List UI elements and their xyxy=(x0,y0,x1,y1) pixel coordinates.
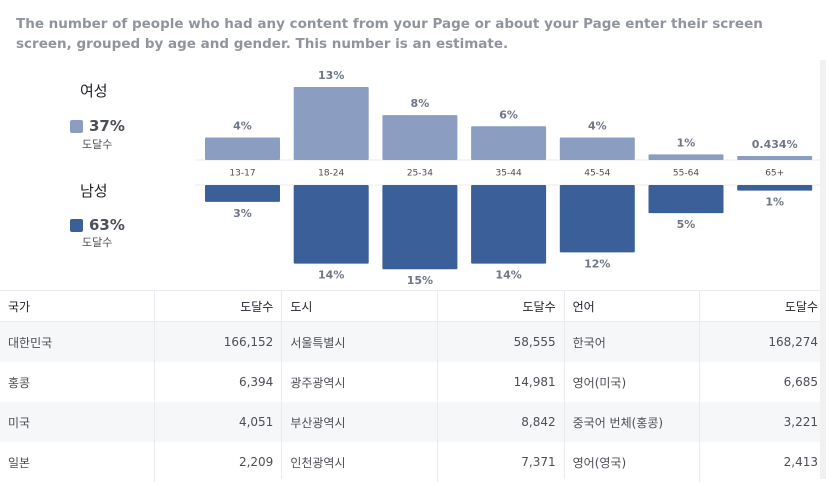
row-name: 일본 xyxy=(8,455,31,470)
male-bar-label-55-64: 5% xyxy=(677,218,696,231)
row-name: 광주광역시 xyxy=(290,375,346,390)
table-row: 홍콩 6,394 xyxy=(0,362,281,402)
row-name: 미국 xyxy=(8,415,31,430)
breakdown-tables: 국가 도달수 대한민국 166,152 홍콩 6,394 미국 4,051 일본… xyxy=(0,290,826,482)
row-value: 168,274 xyxy=(698,322,826,362)
age-label-55-64: 55-64 xyxy=(673,169,699,179)
male-legend-title: 남성 xyxy=(80,182,108,200)
table-row: 일본 2,209 xyxy=(0,442,281,482)
row-name: 홍콩 xyxy=(8,375,31,390)
female-bar-13-17 xyxy=(205,137,280,160)
table-row: 미국 4,051 xyxy=(0,402,282,442)
male-bar-label-45-54: 12% xyxy=(584,257,610,270)
female-bar-18-24 xyxy=(293,87,369,160)
row-value: 2,413 xyxy=(698,442,826,482)
row-name: 영어(미국) xyxy=(572,375,627,390)
row-name: 서울특별시 xyxy=(290,335,346,350)
age-gender-chart: 4% 3% 13-17 13% 14% 18-24 8% 15% 25-34 6% 14% 35-44… xyxy=(195,69,821,287)
female-bar-label-18-24: 13% xyxy=(318,69,344,82)
row-name: 인천광역시 xyxy=(290,455,346,470)
female-bar-label-65+: 0.434% xyxy=(752,138,798,151)
female-percent: 37% xyxy=(89,117,125,135)
row-value: 14,981 xyxy=(436,362,564,402)
row-value: 7,371 xyxy=(436,442,564,482)
row-value: 58,555 xyxy=(436,322,564,362)
column-header-name: 도시 xyxy=(290,299,313,314)
column-header-value: 도달수 xyxy=(698,291,826,321)
age-label-18-24: 18-24 xyxy=(318,169,344,179)
page-scrollbar[interactable] xyxy=(820,60,826,479)
table-header: 국가 도달수 xyxy=(0,290,282,322)
male-bar-label-25-34: 15% xyxy=(407,274,433,287)
female-bar-label-55-64: 1% xyxy=(677,136,696,149)
female-bar-65+ xyxy=(737,156,813,160)
male-bar-55-64 xyxy=(648,185,724,214)
female-bar-label-45-54: 4% xyxy=(588,120,607,133)
male-bar-65+ xyxy=(737,185,813,191)
row-value: 166,152 xyxy=(154,322,281,362)
female-bar-label-25-34: 8% xyxy=(411,97,430,110)
row-value: 3,221 xyxy=(698,402,826,442)
row-value: 6,685 xyxy=(698,362,826,402)
female-bar-25-34 xyxy=(382,115,458,160)
male-bar-label-18-24: 14% xyxy=(318,269,344,282)
table-row: 인천광역시 7,371 xyxy=(282,442,563,482)
male-bar-label-13-17: 3% xyxy=(233,207,252,220)
female-legend-row: 37% xyxy=(70,117,125,135)
male-legend-row: 63% xyxy=(70,216,125,234)
female-bar-label-13-17: 4% xyxy=(233,120,252,133)
female-legend-title: 여성 xyxy=(80,82,108,100)
column-header-name: 언어 xyxy=(572,299,595,314)
country-table: 국가 도달수 대한민국 166,152 홍콩 6,394 미국 4,051 일본… xyxy=(0,290,283,482)
male-percent: 63% xyxy=(89,216,125,234)
row-value: 4,051 xyxy=(154,402,281,442)
row-value: 2,209 xyxy=(154,442,281,482)
male-bar-label-35-44: 14% xyxy=(495,269,521,282)
language-table: 언어 도달수 한국어 168,274 영어(미국) 6,685 중국어 번체(홍… xyxy=(564,290,826,482)
female-bar-label-35-44: 6% xyxy=(499,108,518,121)
table-header: 언어 도달수 xyxy=(564,290,826,322)
male-color-swatch xyxy=(70,218,83,232)
table-row: 서울특별시 58,555 xyxy=(282,322,564,362)
table-row: 부산광역시 8,842 xyxy=(282,402,564,442)
male-reach-label: 도달수 xyxy=(82,236,113,249)
chart-description: The number of people who had any content… xyxy=(16,16,763,52)
male-bar-45-54 xyxy=(559,185,635,253)
row-name: 대한민국 xyxy=(8,335,53,350)
row-name: 한국어 xyxy=(572,335,606,350)
female-color-swatch xyxy=(70,119,83,133)
age-label-35-44: 35-44 xyxy=(496,169,522,179)
row-value: 8,842 xyxy=(436,402,564,442)
male-bar-label-65+: 1% xyxy=(765,196,784,209)
table-row: 한국어 168,274 xyxy=(564,322,826,362)
table-row: 중국어 번체(홍콩) 3,221 xyxy=(564,402,826,442)
table-row: 대한민국 166,152 xyxy=(0,322,282,362)
female-bar-55-64 xyxy=(648,154,724,160)
row-value: 6,394 xyxy=(154,362,281,402)
male-bar-13-17 xyxy=(205,185,280,202)
column-header-value: 도달수 xyxy=(154,291,281,321)
male-bar-25-34 xyxy=(382,185,458,270)
age-label-25-34: 25-34 xyxy=(407,169,433,179)
age-band xyxy=(195,160,821,185)
row-name: 부산광역시 xyxy=(290,415,346,430)
age-label-65+: 65+ xyxy=(765,169,784,179)
table-row: 광주광역시 14,981 xyxy=(282,362,563,402)
table-header: 도시 도달수 xyxy=(282,290,564,322)
female-reach-label: 도달수 xyxy=(82,138,113,151)
row-name: 중국어 번체(홍콩) xyxy=(572,415,664,430)
male-bar-35-44 xyxy=(471,185,547,264)
city-table: 도시 도달수 서울특별시 58,555 광주광역시 14,981 부산광역시 8… xyxy=(282,290,565,482)
row-name: 영어(영국) xyxy=(572,455,627,470)
age-label-13-17: 13-17 xyxy=(229,169,255,179)
female-bar-45-54 xyxy=(559,137,635,160)
female-bar-35-44 xyxy=(471,126,547,160)
table-row: 영어(미국) 6,685 xyxy=(565,362,826,402)
age-label-45-54: 45-54 xyxy=(584,169,610,179)
table-row: 영어(영국) 2,413 xyxy=(565,442,826,482)
column-header-name: 국가 xyxy=(8,299,31,314)
male-bar-18-24 xyxy=(293,185,369,264)
column-header-value: 도달수 xyxy=(436,291,564,321)
